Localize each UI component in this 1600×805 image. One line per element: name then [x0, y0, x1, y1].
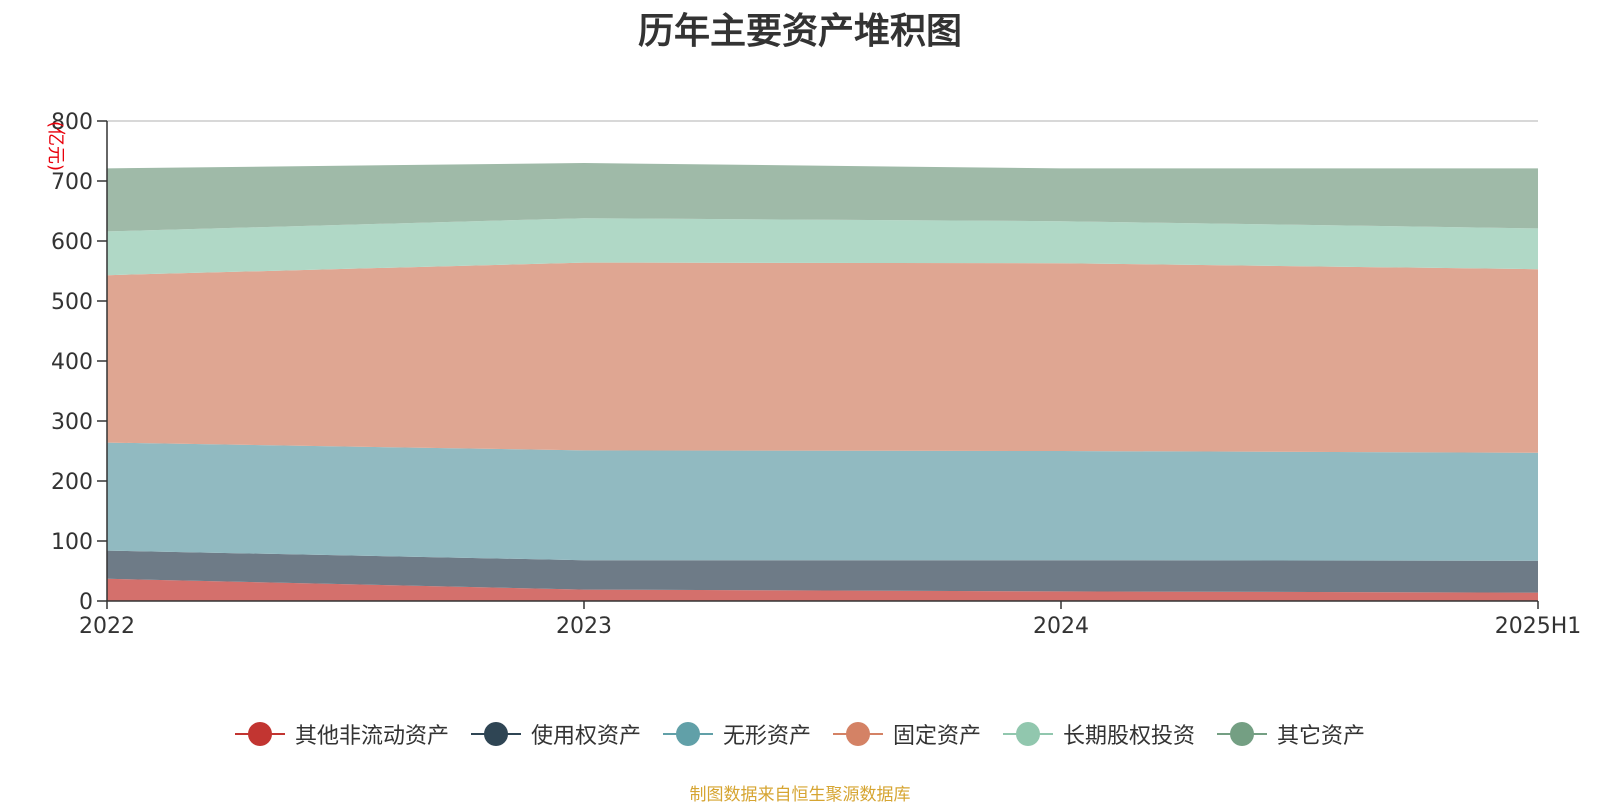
x-tick-label: 2024 — [1033, 614, 1089, 639]
legend-marker-dot — [1230, 722, 1255, 746]
legend-item-6[interactable]: 其它资产 — [1217, 718, 1365, 750]
y-tick-label: 600 — [51, 230, 93, 255]
axes: 0 100 200 300 400 500 600 700 800 2022 2023 2024 202… — [51, 110, 1581, 639]
area-series-1[interactable] — [107, 578, 1538, 601]
legend-label: 固定资产 — [893, 724, 982, 749]
legend-marker-dot — [675, 722, 700, 746]
stacked-areas — [107, 163, 1538, 601]
x-tick-label: 2025H1 — [1495, 614, 1582, 639]
chart-title: 历年主要资产堆积图 — [637, 11, 962, 52]
x-tick-label: 2023 — [556, 614, 612, 639]
legend-marker — [234, 722, 285, 746]
y-tick-label: 700 — [51, 170, 93, 195]
y-tick-label: 400 — [51, 350, 93, 375]
legend-item-1[interactable]: 其他非流动资产 — [234, 718, 449, 750]
legend-marker-dot — [846, 722, 870, 746]
area-series-6[interactable] — [107, 163, 1538, 232]
y-tick-label: 800 — [51, 110, 93, 135]
source-note: 制图数据来自恒生聚源数据库 — [689, 785, 911, 805]
y-tick-label: 500 — [51, 290, 93, 315]
area-series-4[interactable] — [107, 262, 1538, 453]
legend-marker — [470, 722, 521, 746]
legend-marker-dot — [247, 722, 272, 746]
y-tick-label: 300 — [51, 410, 93, 435]
y-tick-label: 100 — [51, 530, 93, 555]
legend-item-3[interactable]: 无形资产 — [662, 718, 811, 750]
y-axis-unit-label: (亿元) — [45, 121, 66, 171]
legend: 其他非流动资产 使用权资产 无形资产 固定资产 长期股权投资 其它资产 — [0, 718, 1600, 750]
legend-marker — [662, 722, 713, 746]
legend-label: 长期股权投资 — [1063, 724, 1196, 749]
legend-marker-dot — [483, 722, 508, 746]
legend-item-5[interactable]: 长期股权投资 — [1003, 718, 1195, 750]
legend-marker-dot — [1016, 722, 1041, 746]
y-tick-label: 0 — [79, 590, 93, 615]
legend-label: 无形资产 — [722, 724, 811, 749]
y-tick-label: 200 — [51, 470, 93, 495]
x-tick-label: 2022 — [79, 614, 135, 639]
legend-item-4[interactable]: 固定资产 — [833, 718, 981, 750]
legend-label: 其它资产 — [1277, 724, 1366, 749]
legend-label: 使用权资产 — [530, 724, 641, 749]
area-series-2[interactable] — [107, 550, 1538, 593]
area-series-3[interactable] — [107, 442, 1538, 561]
legend-item-2[interactable]: 使用权资产 — [470, 718, 641, 750]
legend-marker — [833, 722, 883, 746]
legend-marker — [1003, 722, 1054, 746]
legend-marker — [1217, 722, 1268, 746]
legend-label: 其他非流动资产 — [294, 724, 449, 749]
area-series-5[interactable] — [107, 218, 1538, 276]
